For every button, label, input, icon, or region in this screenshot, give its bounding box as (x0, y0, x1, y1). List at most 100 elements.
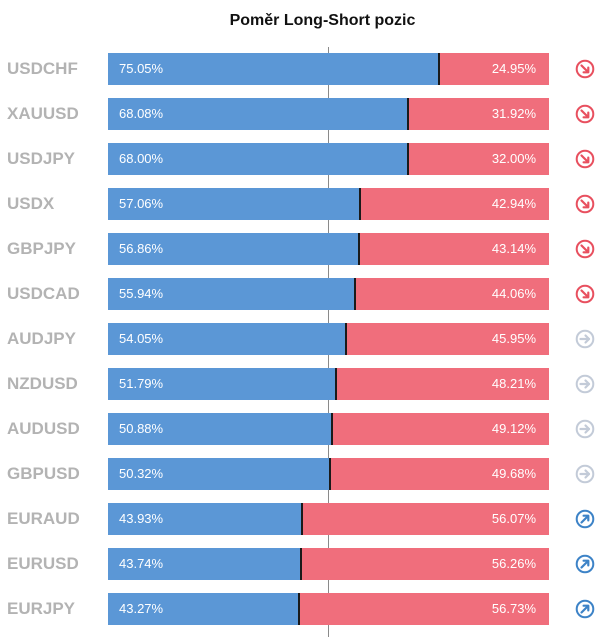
symbol-row[interactable]: NZDUSD 51.79% 48.21% (0, 368, 615, 400)
long-percent-label: 55.94% (119, 286, 164, 301)
ratio-bar[interactable]: 56.86% 43.14% (108, 233, 549, 265)
up-right-arrow-icon[interactable] (575, 554, 595, 574)
short-bar (408, 98, 549, 130)
long-percent-label: 56.86% (119, 241, 164, 256)
symbol-row[interactable]: USDCAD 55.94% 44.06% (0, 278, 615, 310)
short-percent-label: 49.68% (491, 466, 536, 481)
symbol-label: AUDJPY (7, 329, 76, 348)
long-percent-label: 50.88% (119, 421, 164, 436)
short-bar (408, 143, 549, 175)
down-right-arrow-icon[interactable] (575, 149, 595, 169)
symbol-row[interactable]: AUDUSD 50.88% 49.12% (0, 413, 615, 445)
down-right-arrow-icon[interactable] (575, 104, 595, 124)
ratio-bar[interactable]: 75.05% 24.95% (108, 53, 549, 85)
short-percent-label: 49.12% (491, 421, 536, 436)
symbol-row[interactable]: EURJPY 43.27% 56.73% (0, 593, 615, 625)
short-bar (439, 53, 549, 85)
long-percent-label: 51.79% (119, 376, 164, 391)
right-arrow-icon[interactable] (575, 464, 595, 484)
short-bar (359, 233, 549, 265)
symbol-label: USDX (7, 194, 55, 213)
short-percent-label: 48.21% (491, 376, 536, 391)
bar-divider (300, 548, 302, 580)
right-arrow-icon[interactable] (575, 329, 595, 349)
long-percent-label: 43.74% (119, 556, 164, 571)
long-bar (108, 548, 301, 580)
short-percent-label: 56.73% (491, 601, 536, 616)
symbol-label: NZDUSD (7, 374, 78, 393)
short-bar (355, 278, 549, 310)
up-right-arrow-icon[interactable] (575, 599, 595, 619)
right-arrow-icon[interactable] (575, 374, 595, 394)
symbol-label: XAUUSD (7, 104, 79, 123)
bar-divider (301, 503, 303, 535)
long-bar (108, 98, 408, 130)
symbol-label: USDJPY (7, 149, 76, 168)
symbol-label: AUDUSD (7, 419, 80, 438)
symbol-row[interactable]: AUDJPY 54.05% 45.95% (0, 323, 615, 355)
ratio-bar[interactable]: 68.08% 31.92% (108, 98, 549, 130)
ratio-bar[interactable]: 55.94% 44.06% (108, 278, 549, 310)
symbol-row[interactable]: GBPUSD 50.32% 49.68% (0, 458, 615, 490)
symbol-row[interactable]: XAUUSD 68.08% 31.92% (0, 98, 615, 130)
short-bar (346, 323, 549, 355)
bar-divider (298, 593, 300, 625)
bar-divider (335, 368, 337, 400)
bar-divider (331, 413, 333, 445)
bar-divider (438, 53, 440, 85)
symbol-row[interactable]: USDJPY 68.00% 32.00% (0, 143, 615, 175)
down-right-arrow-icon[interactable] (575, 59, 595, 79)
bar-divider (354, 278, 356, 310)
bar-divider (358, 233, 360, 265)
short-percent-label: 32.00% (491, 151, 536, 166)
symbol-label: EURUSD (7, 554, 79, 573)
short-bar (332, 413, 549, 445)
short-bar (299, 593, 549, 625)
short-bar (302, 503, 549, 535)
ratio-bar[interactable]: 54.05% 45.95% (108, 323, 549, 355)
short-percent-label: 31.92% (491, 106, 536, 121)
ratio-bar[interactable]: 43.93% 56.07% (108, 503, 549, 535)
down-right-arrow-icon[interactable] (575, 194, 595, 214)
symbol-label: GBPUSD (7, 464, 80, 483)
down-right-arrow-icon[interactable] (575, 284, 595, 304)
long-bar (108, 503, 302, 535)
ratio-bar[interactable]: 51.79% 48.21% (108, 368, 549, 400)
long-bar (108, 413, 332, 445)
symbol-label: EURAUD (7, 509, 80, 528)
long-percent-label: 57.06% (119, 196, 164, 211)
up-right-arrow-icon[interactable] (575, 509, 595, 529)
symbol-row[interactable]: GBPJPY 56.86% 43.14% (0, 233, 615, 265)
bar-divider (329, 458, 331, 490)
short-bar (336, 368, 549, 400)
symbol-label: USDCHF (7, 59, 78, 78)
ratio-bar[interactable]: 50.32% 49.68% (108, 458, 549, 490)
ratio-bar[interactable]: 68.00% 32.00% (108, 143, 549, 175)
long-bar (108, 53, 439, 85)
short-percent-label: 43.14% (491, 241, 536, 256)
symbol-row[interactable]: EURAUD 43.93% 56.07% (0, 503, 615, 535)
long-bar (108, 233, 359, 265)
long-bar (108, 143, 408, 175)
ratio-bar[interactable]: 50.88% 49.12% (108, 413, 549, 445)
long-percent-label: 68.00% (119, 151, 164, 166)
short-percent-label: 45.95% (491, 331, 536, 346)
down-right-arrow-icon[interactable] (575, 239, 595, 259)
ratio-bar[interactable]: 57.06% 42.94% (108, 188, 549, 220)
symbol-row[interactable]: EURUSD 43.74% 56.26% (0, 548, 615, 580)
right-arrow-icon[interactable] (575, 419, 595, 439)
long-bar (108, 458, 330, 490)
ratio-bar[interactable]: 43.27% 56.73% (108, 593, 549, 625)
short-percent-label: 56.07% (491, 511, 536, 526)
short-percent-label: 42.94% (491, 196, 536, 211)
symbol-row[interactable]: USDCHF 75.05% 24.95% (0, 53, 615, 85)
long-percent-label: 68.08% (119, 106, 164, 121)
symbol-label: USDCAD (7, 284, 80, 303)
short-bar (330, 458, 549, 490)
symbol-row[interactable]: USDX 57.06% 42.94% (0, 188, 615, 220)
bar-divider (407, 98, 409, 130)
ratio-bar[interactable]: 43.74% 56.26% (108, 548, 549, 580)
bar-divider (359, 188, 361, 220)
long-percent-label: 50.32% (119, 466, 164, 481)
chart-title: Poměr Long-Short pozic (229, 12, 416, 29)
